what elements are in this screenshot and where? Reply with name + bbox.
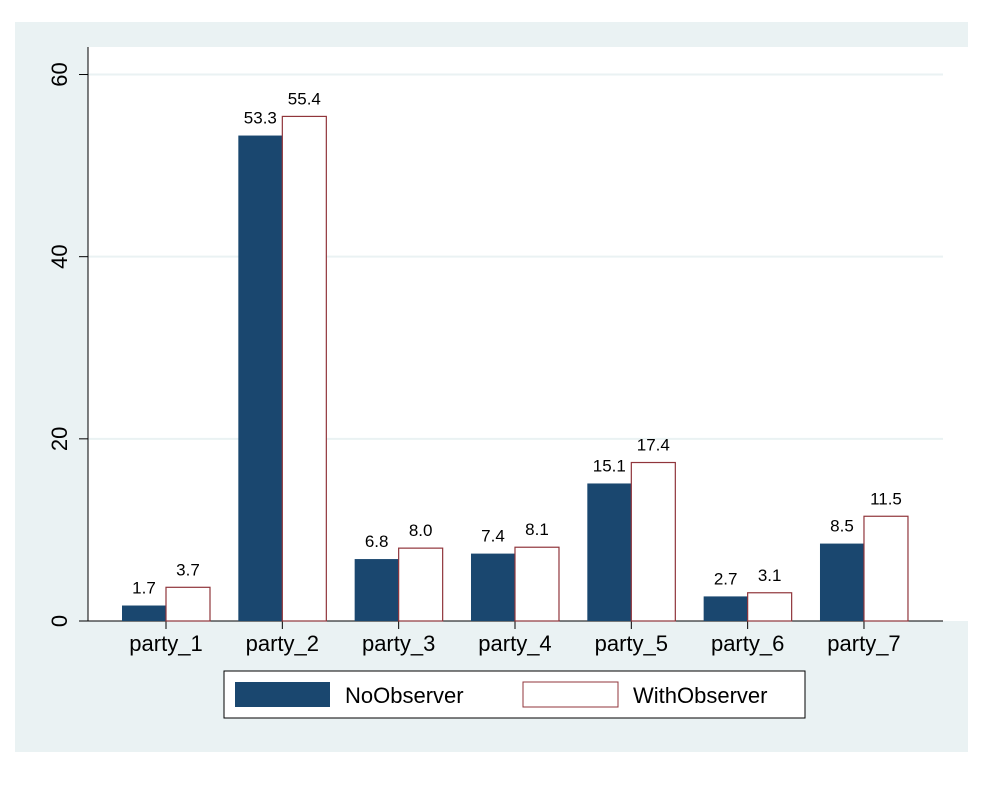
data-label: 3.1 (758, 566, 782, 585)
data-label: 8.0 (409, 521, 433, 540)
data-label: 55.4 (288, 89, 321, 108)
data-label: 8.5 (830, 517, 854, 536)
x-tick-label: party_2 (246, 631, 319, 656)
gridlines (88, 73, 943, 440)
bar-noobserver (238, 135, 283, 622)
plot-area (88, 47, 968, 621)
bar-noobserver (354, 559, 399, 621)
bar-noobserver (819, 543, 864, 621)
bar-withobserver (165, 586, 211, 622)
bar-noobserver (703, 596, 748, 621)
data-label: 6.8 (365, 532, 389, 551)
x-tick-label: party_3 (362, 631, 435, 656)
legend-label-withobserver: WithObserver (633, 683, 767, 708)
data-label: 15.1 (593, 456, 626, 475)
x-tick-label: party_1 (129, 631, 202, 656)
x-axis: party_1 party_2 party_3 party_4 party_5 party… (88, 620, 943, 656)
bar-withobserver (514, 546, 560, 622)
data-label: 1.7 (132, 579, 156, 598)
data-label: 2.7 (714, 569, 738, 588)
bar-noobserver (470, 553, 515, 621)
data-label: 8.1 (525, 520, 549, 539)
x-tick-label: party_6 (711, 631, 784, 656)
legend-swatch-withobserver (522, 681, 619, 708)
y-axis: 0 20 40 60 (47, 47, 89, 627)
bar-withobserver (398, 547, 444, 622)
bar-noobserver (122, 605, 166, 621)
y-tick-label: 40 (47, 244, 72, 268)
data-labels: 1.7 3.7 53.3 55.4 6.8 8.0 7.4 8.1 15.1 17.4 2.7 3.1… (132, 89, 902, 597)
bar-withobserver (863, 515, 909, 622)
bar-withobserver (747, 592, 793, 622)
legend: NoObserver WithObserver (223, 670, 806, 719)
data-label: 7.4 (481, 527, 505, 546)
bars (122, 115, 909, 622)
data-label: 53.3 (244, 109, 277, 128)
data-label: 3.7 (176, 560, 200, 579)
legend-label-noobserver: NoObserver (345, 683, 464, 708)
y-tick-label: 0 (47, 615, 72, 627)
y-tick-label: 60 (47, 62, 72, 86)
y-tick-label: 20 (47, 427, 72, 451)
x-tick-label: party_4 (478, 631, 551, 656)
data-label: 17.4 (637, 436, 670, 455)
x-tick-label: party_7 (827, 631, 900, 656)
legend-swatch-noobserver (235, 682, 330, 707)
x-tick-label: party_5 (595, 631, 668, 656)
data-label: 11.5 (870, 489, 902, 508)
bar-withobserver (630, 461, 676, 622)
bar-noobserver (587, 483, 632, 621)
bar-withobserver (281, 115, 327, 622)
